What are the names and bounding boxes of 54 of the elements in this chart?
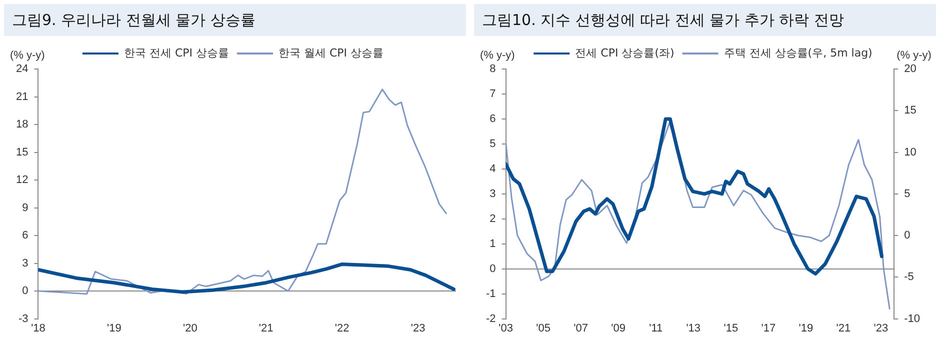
y-tick-label: 18 (16, 118, 28, 131)
y-tick-label: -3 (18, 312, 28, 325)
chart-title: 그림9. 우리나라 전월세 물가 상승률 (4, 4, 466, 36)
y2-tick-label: 0 (904, 230, 910, 242)
y-tick-label: 4 (490, 162, 496, 175)
y-tick-label: 7 (490, 88, 496, 100)
legend-label: 한국 전세 CPI 상승률 (124, 46, 230, 60)
y-tick-label: 6 (490, 112, 496, 125)
y-tick-label: 0 (490, 262, 496, 275)
x-tick-label: '17 (761, 322, 776, 334)
y-tick-label: 2 (490, 212, 496, 225)
legend-label: 전세 CPI 상승률(좌) (575, 46, 674, 60)
x-tick-label: '13 (686, 322, 701, 334)
x-tick-label: '09 (611, 322, 626, 334)
y2-tick-label: 20 (904, 63, 916, 76)
y-tick-label: -1 (486, 288, 496, 300)
x-tick-label: '19 (107, 322, 122, 334)
y2-tick-label: 5 (904, 188, 910, 200)
y-tick-label: 1 (490, 238, 496, 250)
y2-tick-label: -5 (904, 271, 914, 284)
x-tick-label: '23 (410, 322, 426, 334)
y2-tick-label: 10 (904, 146, 916, 158)
x-tick-label: '05 (536, 322, 550, 334)
y-tick-label: 21 (16, 90, 28, 103)
x-tick-label: '20 (182, 322, 198, 334)
y-tick-label: 8 (490, 63, 496, 76)
y-tick-label: 24 (16, 63, 28, 76)
y2-tick-label: -10 (904, 312, 920, 325)
x-tick-label: '22 (334, 322, 350, 334)
x-tick-label: '07 (574, 322, 588, 334)
y-tick-label: 12 (16, 174, 28, 186)
legend-label: 한국 월세 CPI 상승률 (278, 46, 384, 60)
x-tick-label: '11 (649, 322, 663, 334)
y-tick-label: 9 (22, 202, 28, 214)
y-tick-label: 5 (490, 138, 496, 150)
y-axis-title: (% y-y) (480, 50, 515, 62)
y-tick-label: -2 (486, 312, 496, 325)
x-tick-label: '23 (874, 322, 888, 334)
y2-tick-label: 15 (904, 104, 916, 117)
x-tick-label: '21 (836, 322, 851, 334)
y-tick-label: 3 (22, 257, 28, 270)
y-axis-title: (% y-y) (10, 50, 45, 62)
x-tick-label: '03 (498, 322, 513, 334)
chart-title: 그림10. 지수 선행성에 따라 전세 물가 추가 하락 전망 (474, 4, 936, 36)
y2-axis-title: (% y-y) (896, 50, 932, 62)
y-tick-label: 6 (22, 230, 28, 242)
y-tick-label: 3 (490, 188, 496, 200)
y-tick-label: 0 (22, 285, 28, 298)
x-tick-label: '19 (798, 322, 814, 334)
x-tick-label: '15 (724, 322, 738, 334)
x-tick-label: '18 (31, 322, 46, 334)
legend-label: 주택 전세 상승률(우, 5m lag) (724, 46, 872, 60)
x-tick-label: '21 (258, 322, 274, 334)
y-tick-label: 15 (16, 146, 28, 158)
